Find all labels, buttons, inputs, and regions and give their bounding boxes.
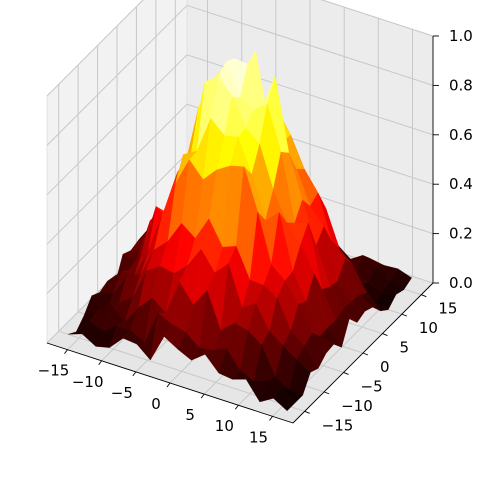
grid-line-z (46, 54, 434, 196)
x-tick (269, 416, 273, 421)
axis-ticks (64, 35, 439, 421)
y-tick-label: −10 (341, 397, 373, 415)
x-tick-label: 5 (185, 406, 195, 424)
z-tick-label: 0.2 (449, 225, 473, 243)
tick-labels: −15−10−5051015−15−10−50510150.00.20.40.6… (38, 27, 473, 446)
z-tick-label: 0.0 (449, 274, 473, 292)
y-tick (343, 372, 349, 375)
x-tick (132, 371, 137, 377)
x-tick (200, 393, 205, 399)
y-tick-label: 5 (399, 339, 409, 357)
surface-patch (273, 387, 296, 412)
grid-line-z (46, 0, 434, 97)
grid-line-z (46, 103, 434, 245)
z-tick-label: 0.4 (449, 175, 473, 193)
z-tick-label: 0.8 (449, 76, 473, 94)
surface-mesh (68, 50, 412, 412)
y-tick (362, 352, 369, 356)
y-tick-label: 10 (419, 319, 438, 337)
y-tick (304, 410, 310, 414)
z-tick-label: 0.6 (449, 126, 473, 144)
x-tick-label: −5 (111, 384, 133, 402)
x-tick-label: 10 (215, 417, 234, 435)
grid-line-z (46, 4, 434, 146)
x-tick (64, 349, 68, 354)
x-tick (98, 360, 103, 366)
x-tick-label: −15 (38, 362, 70, 380)
y-tick-label: −15 (322, 416, 354, 434)
y-tick-label: 15 (438, 300, 457, 318)
y-tick-label: 0 (380, 358, 390, 376)
y-tick (401, 313, 408, 317)
y-tick (323, 391, 330, 395)
y-tick (421, 294, 427, 298)
y-tick (382, 333, 388, 336)
x-tick-label: −10 (72, 373, 104, 391)
x-tick (234, 404, 239, 410)
x-tick-label: 15 (249, 428, 268, 446)
x-tick-label: 0 (151, 395, 161, 413)
x-tick (166, 382, 171, 388)
y-tick-label: −5 (361, 377, 383, 395)
z-tick-label: 1.0 (449, 27, 473, 45)
